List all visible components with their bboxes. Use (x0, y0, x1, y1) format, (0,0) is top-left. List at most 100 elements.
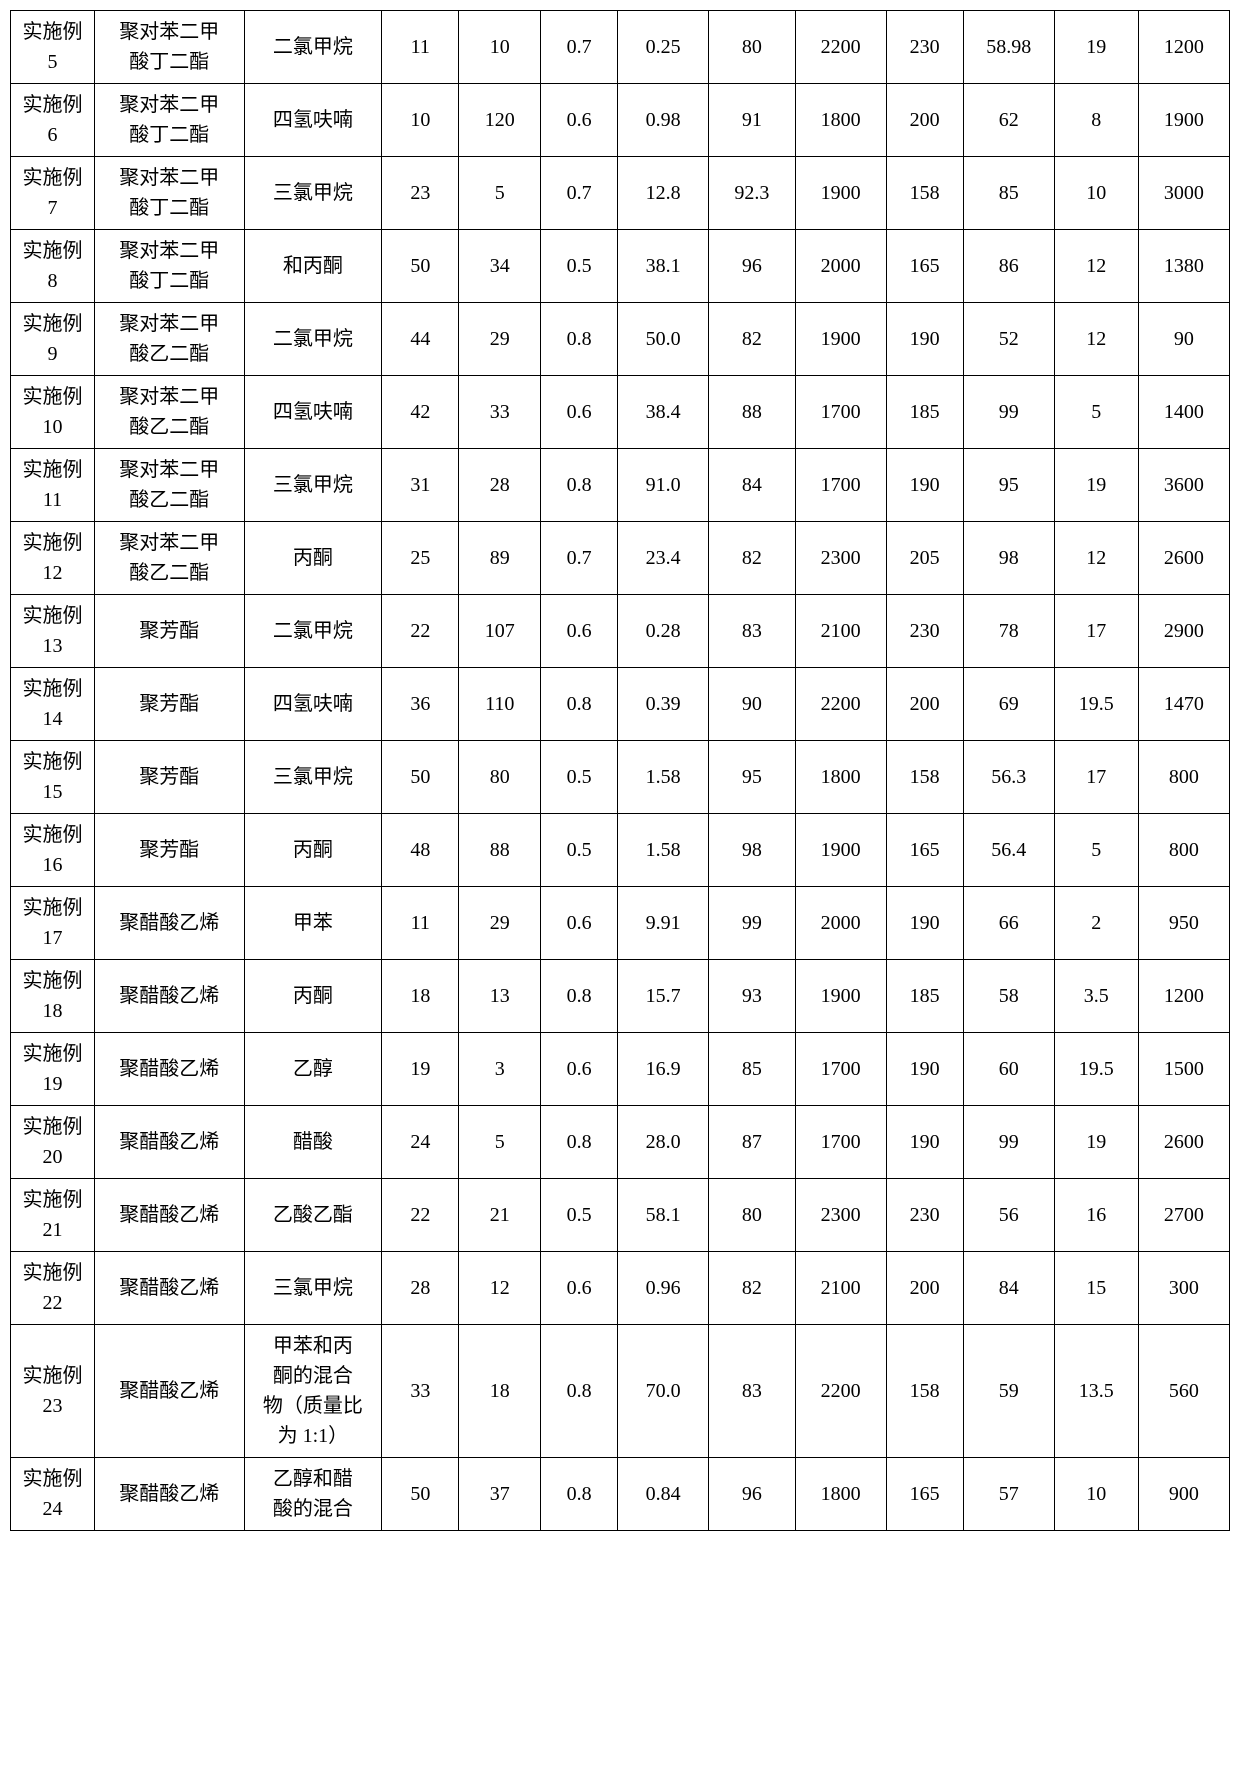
table-cell: 10 (1054, 157, 1138, 230)
table-cell: 实施例7 (11, 157, 95, 230)
table-cell: 31 (382, 449, 459, 522)
table-cell: 三氯甲烷 (244, 157, 382, 230)
table-cell: 2200 (795, 668, 886, 741)
table-cell: 醋酸 (244, 1106, 382, 1179)
table-cell: 2100 (795, 1252, 886, 1325)
table-cell: 300 (1138, 1252, 1229, 1325)
table-cell: 实施例16 (11, 814, 95, 887)
table-cell: 5 (1054, 814, 1138, 887)
table-cell: 110 (459, 668, 541, 741)
table-cell: 1900 (795, 157, 886, 230)
table-cell: 13 (459, 960, 541, 1033)
table-cell: 聚醋酸乙烯 (95, 1033, 244, 1106)
table-cell: 23 (382, 157, 459, 230)
table-cell: 80 (709, 11, 795, 84)
table-row: 实施例5聚对苯二甲酸丁二酯二氯甲烷11100.70.2580220023058.… (11, 11, 1230, 84)
table-cell: 聚对苯二甲酸乙二酯 (95, 303, 244, 376)
table-cell: 95 (709, 741, 795, 814)
table-cell: 165 (886, 230, 963, 303)
table-cell: 38.1 (618, 230, 709, 303)
table-cell: 158 (886, 157, 963, 230)
table-cell: 50.0 (618, 303, 709, 376)
table-cell: 185 (886, 376, 963, 449)
table-cell: 3000 (1138, 157, 1229, 230)
table-cell: 13.5 (1054, 1325, 1138, 1458)
table-cell: 17 (1054, 741, 1138, 814)
table-cell: 85 (709, 1033, 795, 1106)
table-cell: 实施例9 (11, 303, 95, 376)
table-cell: 聚醋酸乙烯 (95, 1179, 244, 1252)
table-cell: 3.5 (1054, 960, 1138, 1033)
table-cell: 1.58 (618, 741, 709, 814)
table-cell: 实施例24 (11, 1458, 95, 1531)
table-cell: 0.5 (541, 741, 618, 814)
table-cell: 230 (886, 595, 963, 668)
table-cell: 12 (1054, 230, 1138, 303)
table-cell: 158 (886, 1325, 963, 1458)
table-cell: 52 (963, 303, 1054, 376)
table-cell: 1200 (1138, 960, 1229, 1033)
table-cell: 三氯甲烷 (244, 741, 382, 814)
table-cell: 59 (963, 1325, 1054, 1458)
table-cell: 29 (459, 303, 541, 376)
table-cell: 聚芳酯 (95, 814, 244, 887)
table-cell: 1400 (1138, 376, 1229, 449)
table-cell: 2100 (795, 595, 886, 668)
table-cell: 89 (459, 522, 541, 595)
table-cell: 92.3 (709, 157, 795, 230)
table-cell: 200 (886, 84, 963, 157)
table-row: 实施例23聚醋酸乙烯甲苯和丙酮的混合物（质量比为 1:1）33180.870.0… (11, 1325, 1230, 1458)
table-cell: 实施例8 (11, 230, 95, 303)
table-cell: 2300 (795, 522, 886, 595)
table-row: 实施例13聚芳酯二氯甲烷221070.60.288321002307817290… (11, 595, 1230, 668)
table-cell: 33 (459, 376, 541, 449)
table-cell: 甲苯和丙酮的混合物（质量比为 1:1） (244, 1325, 382, 1458)
table-cell: 22 (382, 1179, 459, 1252)
table-cell: 1800 (795, 741, 886, 814)
table-cell: 87 (709, 1106, 795, 1179)
table-cell: 85 (963, 157, 1054, 230)
table-cell: 99 (963, 376, 1054, 449)
table-cell: 190 (886, 887, 963, 960)
table-cell: 四氢呋喃 (244, 376, 382, 449)
table-cell: 10 (1054, 1458, 1138, 1531)
table-cell: 23.4 (618, 522, 709, 595)
table-cell: 19.5 (1054, 668, 1138, 741)
table-cell: 甲苯 (244, 887, 382, 960)
table-cell: 1900 (795, 303, 886, 376)
table-cell: 80 (709, 1179, 795, 1252)
table-cell: 0.6 (541, 595, 618, 668)
table-cell: 1800 (795, 1458, 886, 1531)
table-cell: 165 (886, 1458, 963, 1531)
table-cell: 0.6 (541, 887, 618, 960)
table-row: 实施例10聚对苯二甲酸乙二酯四氢呋喃42330.638.488170018599… (11, 376, 1230, 449)
table-cell: 96 (709, 230, 795, 303)
table-cell: 0.8 (541, 668, 618, 741)
table-cell: 12.8 (618, 157, 709, 230)
table-cell: 实施例21 (11, 1179, 95, 1252)
table-cell: 58.1 (618, 1179, 709, 1252)
table-cell: 16.9 (618, 1033, 709, 1106)
table-cell: 0.5 (541, 1179, 618, 1252)
table-cell: 28 (459, 449, 541, 522)
table-cell: 22 (382, 595, 459, 668)
table-cell: 0.8 (541, 1325, 618, 1458)
table-cell: 0.6 (541, 376, 618, 449)
table-cell: 乙醇和醋酸的混合 (244, 1458, 382, 1531)
table-cell: 99 (963, 1106, 1054, 1179)
table-cell: 29 (459, 887, 541, 960)
table-cell: 0.8 (541, 449, 618, 522)
table-cell: 56.3 (963, 741, 1054, 814)
table-cell: 58.98 (963, 11, 1054, 84)
table-cell: 1700 (795, 1033, 886, 1106)
table-cell: 聚醋酸乙烯 (95, 1325, 244, 1458)
table-cell: 3600 (1138, 449, 1229, 522)
table-cell: 聚芳酯 (95, 668, 244, 741)
table-cell: 28 (382, 1252, 459, 1325)
table-cell: 2000 (795, 230, 886, 303)
table-cell: 1470 (1138, 668, 1229, 741)
table-cell: 900 (1138, 1458, 1229, 1531)
table-cell: 三氯甲烷 (244, 1252, 382, 1325)
table-cell: 99 (709, 887, 795, 960)
table-cell: 60 (963, 1033, 1054, 1106)
